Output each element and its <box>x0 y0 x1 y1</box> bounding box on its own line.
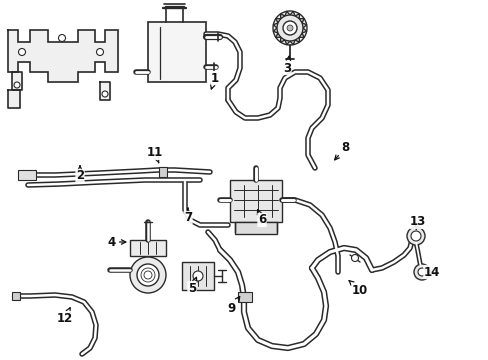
Polygon shape <box>100 82 110 100</box>
Text: 5: 5 <box>187 277 196 294</box>
Bar <box>18 170 36 180</box>
Text: 9: 9 <box>227 297 239 315</box>
Circle shape <box>59 35 65 41</box>
Bar <box>182 262 214 290</box>
Circle shape <box>276 15 303 41</box>
Polygon shape <box>8 30 118 82</box>
Text: 12: 12 <box>57 308 73 324</box>
Text: 2: 2 <box>76 166 84 183</box>
Bar <box>229 180 282 222</box>
Circle shape <box>193 271 203 281</box>
Polygon shape <box>8 90 20 108</box>
Bar <box>238 292 251 302</box>
Circle shape <box>406 227 424 245</box>
Circle shape <box>14 82 20 88</box>
Circle shape <box>102 91 108 97</box>
Circle shape <box>130 257 165 293</box>
Circle shape <box>417 268 425 276</box>
Bar <box>159 167 167 177</box>
Circle shape <box>410 231 420 241</box>
Circle shape <box>19 49 25 55</box>
Bar <box>130 240 165 256</box>
Circle shape <box>351 255 358 261</box>
Text: 4: 4 <box>108 235 125 248</box>
Text: 10: 10 <box>348 281 367 297</box>
Circle shape <box>96 49 103 55</box>
Text: 13: 13 <box>409 216 425 229</box>
Bar <box>235 222 276 234</box>
Text: 6: 6 <box>257 210 265 226</box>
Text: 11: 11 <box>146 147 163 163</box>
Bar <box>148 22 205 82</box>
Text: 8: 8 <box>334 141 348 160</box>
Text: 7: 7 <box>183 208 192 225</box>
Text: 14: 14 <box>423 265 439 279</box>
Text: 1: 1 <box>210 72 219 89</box>
Circle shape <box>272 11 306 45</box>
Circle shape <box>413 264 429 280</box>
Circle shape <box>286 25 292 31</box>
Bar <box>12 292 20 300</box>
Circle shape <box>283 21 296 35</box>
Text: 3: 3 <box>283 56 290 75</box>
Circle shape <box>137 264 159 286</box>
Polygon shape <box>12 72 22 90</box>
